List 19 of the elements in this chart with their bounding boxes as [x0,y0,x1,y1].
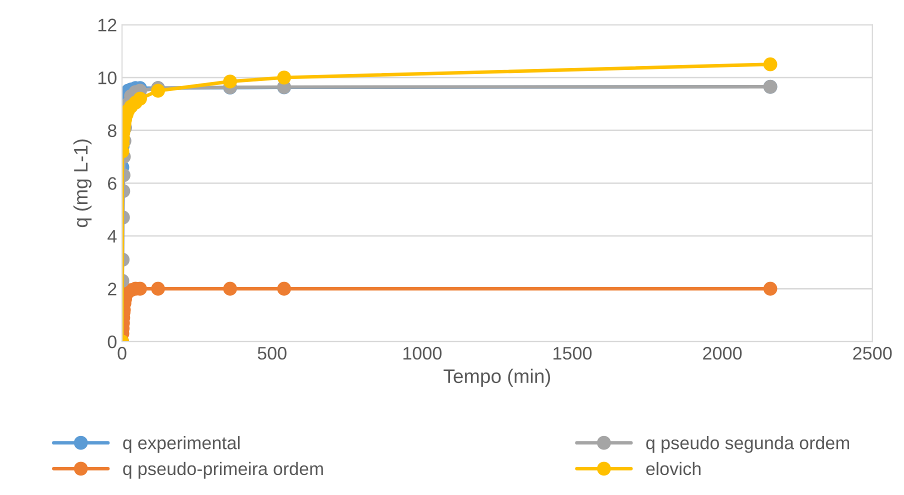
y-axis-title: q (mg L-1) [73,140,92,228]
x-tick-label: 2500 [853,346,892,360]
x-tick-label: 1000 [403,346,442,360]
y-tick-label: 0 [108,335,116,348]
x-tick-label: 1500 [554,346,592,360]
y-tick-label: 4 [108,230,117,242]
x-tick-label: 500 [258,346,286,360]
y-tick-label: 12 [98,18,116,32]
x-axis-title: Tempo (min) [444,368,550,387]
x-tick-label: 2000 [703,346,742,360]
legend-label: q pseudo-primeira ordem [123,462,323,479]
y-tick-label: 8 [108,124,116,138]
y-tick-label: 10 [98,71,116,84]
legend-label: q pseudo segunda ordem [646,436,850,453]
y-tick-label: 6 [108,177,116,190]
y-tick-label: 2 [108,282,116,296]
legend-label: q experimental [123,436,240,453]
legend-label: elovich [646,462,700,476]
x-tick-label: 0 [118,346,126,360]
